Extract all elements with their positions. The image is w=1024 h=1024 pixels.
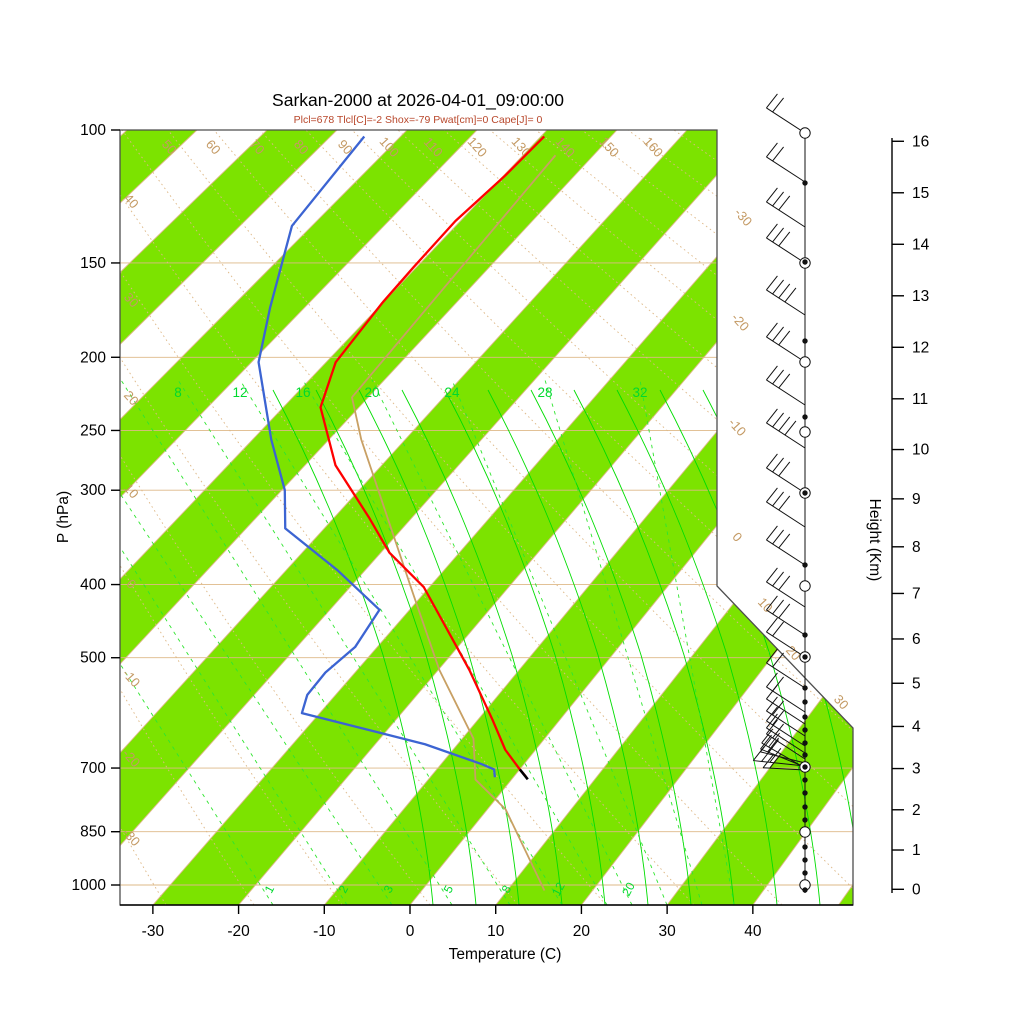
svg-text:30: 30 xyxy=(659,923,677,940)
svg-text:-20: -20 xyxy=(728,310,752,334)
svg-text:11: 11 xyxy=(912,391,928,408)
svg-text:10: 10 xyxy=(755,595,776,616)
sounding-indices-subtitle: Plcl=678 Tlcl[C]=-2 Shox=-79 Pwat[cm]=0 … xyxy=(293,114,543,126)
svg-text:200: 200 xyxy=(80,349,106,366)
svg-text:24: 24 xyxy=(444,385,460,400)
surface-mark xyxy=(518,768,529,781)
svg-text:1: 1 xyxy=(912,842,921,859)
svg-text:-10: -10 xyxy=(725,415,749,439)
pressure-axis-title: P (hPa) xyxy=(55,490,72,544)
svg-text:8: 8 xyxy=(174,385,182,400)
svg-text:16: 16 xyxy=(295,385,310,400)
svg-text:13: 13 xyxy=(912,288,929,305)
svg-text:1: 1 xyxy=(262,883,278,896)
wind-level-dots xyxy=(802,180,808,893)
svg-text:10: 10 xyxy=(487,923,505,940)
svg-text:6: 6 xyxy=(912,631,921,648)
svg-text:5: 5 xyxy=(441,883,457,896)
svg-text:32: 32 xyxy=(632,385,647,400)
svg-text:14: 14 xyxy=(912,236,930,253)
svg-text:90: 90 xyxy=(335,137,356,158)
parcel-curve xyxy=(350,154,557,891)
svg-text:12: 12 xyxy=(549,880,568,899)
svg-text:12: 12 xyxy=(912,339,929,356)
wind-barb-column xyxy=(752,93,806,893)
svg-text:250: 250 xyxy=(80,422,106,439)
svg-text:850: 850 xyxy=(80,824,106,841)
svg-text:1000: 1000 xyxy=(72,877,107,894)
svg-text:-30: -30 xyxy=(731,205,755,229)
svg-text:60: 60 xyxy=(203,137,224,158)
svg-text:15: 15 xyxy=(912,185,929,202)
height-axis xyxy=(891,138,904,893)
svg-text:400: 400 xyxy=(80,577,106,594)
svg-text:7: 7 xyxy=(912,585,921,602)
pressure-axis xyxy=(111,129,120,886)
mixing-ratio-lines xyxy=(120,379,735,905)
svg-text:150: 150 xyxy=(80,255,106,272)
svg-text:-10: -10 xyxy=(313,923,336,940)
svg-text:0: 0 xyxy=(729,529,745,544)
svg-text:300: 300 xyxy=(80,482,106,499)
svg-text:0: 0 xyxy=(406,923,415,940)
svg-text:4: 4 xyxy=(912,718,921,735)
svg-text:16: 16 xyxy=(912,133,929,150)
svg-text:20: 20 xyxy=(573,923,591,940)
svg-text:10: 10 xyxy=(912,442,930,459)
svg-text:0: 0 xyxy=(912,881,921,898)
height-axis-title: Height (Km) xyxy=(866,498,883,582)
plot-area: 50 60 70 80 90 100 110 120 130 140 150 160403020100… xyxy=(119,130,853,905)
svg-text:-30: -30 xyxy=(142,923,165,940)
mixing-ratio-labels-upper: 8 12 16 20 24 28 32 xyxy=(174,385,647,400)
svg-text:3: 3 xyxy=(912,761,921,778)
temperature-tick-labels: -30 -20 -10 0 10 20 30 40 xyxy=(142,923,762,940)
svg-text:8: 8 xyxy=(912,539,921,556)
temperature-ticks xyxy=(152,905,754,914)
svg-text:12: 12 xyxy=(232,385,247,400)
temperature-curve xyxy=(319,135,546,778)
svg-text:100: 100 xyxy=(80,122,106,139)
page-title: Sarkan-2000 at 2026-04-01_09:00:00 xyxy=(272,90,564,110)
svg-text:40: 40 xyxy=(744,923,762,940)
svg-text:500: 500 xyxy=(80,650,106,667)
svg-text:2: 2 xyxy=(912,802,921,819)
svg-text:20: 20 xyxy=(619,880,638,899)
svg-text:-20: -20 xyxy=(227,923,250,940)
svg-text:9: 9 xyxy=(912,491,921,508)
dewpoint-curve xyxy=(257,135,497,778)
svg-text:5: 5 xyxy=(912,675,921,692)
temperature-axis-title: Temperature (C) xyxy=(448,946,562,963)
svg-text:-10: -10 xyxy=(119,666,143,690)
pressure-tick-labels: 100 150 200 250 300 400 500 700 850 1000 xyxy=(72,122,107,894)
svg-text:28: 28 xyxy=(537,385,552,400)
svg-text:700: 700 xyxy=(80,760,106,777)
svg-text:20: 20 xyxy=(364,385,379,400)
